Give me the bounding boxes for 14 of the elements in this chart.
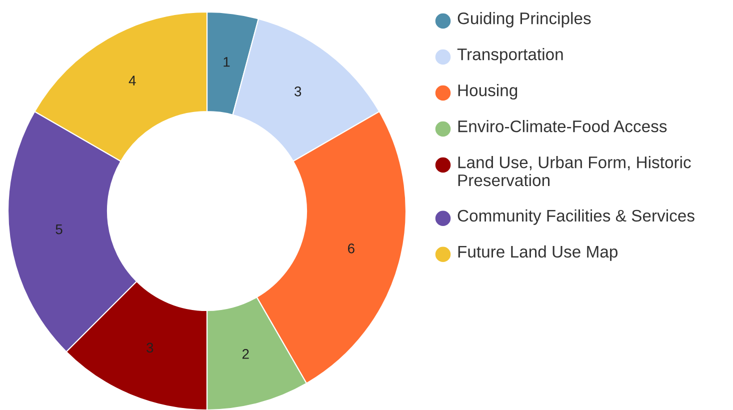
data-label: 1 <box>224 57 230 67</box>
data-label: 4 <box>128 76 136 86</box>
data-label: 3 <box>294 86 302 96</box>
legend-label: Guiding Principles <box>458 12 591 28</box>
legend-label: Transportation <box>457 48 563 64</box>
legend-label: Enviro-Climate-Food Access <box>458 120 667 132</box>
data-label: 3 <box>146 342 154 353</box>
data-label: 2 <box>242 349 249 359</box>
legend-label: Community Facilities & Services <box>458 209 694 225</box>
legend-label: Land Use, Urban Form, Historic Preservation <box>458 156 691 186</box>
legend-label: Housing <box>458 84 518 100</box>
data-label: 5 <box>56 224 62 234</box>
legend-label: Future Land Use Map <box>458 245 618 261</box>
data-label: 6 <box>348 244 354 254</box>
